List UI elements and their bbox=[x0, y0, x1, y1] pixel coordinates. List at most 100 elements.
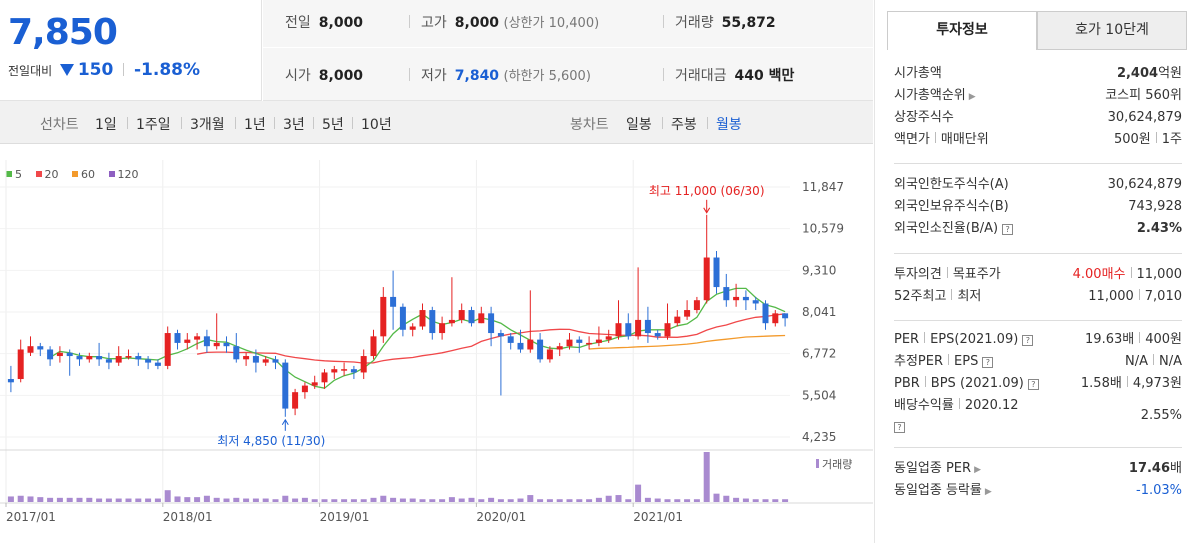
volume-bar bbox=[684, 499, 691, 502]
candle-body bbox=[733, 296, 740, 301]
candle-monthly[interactable]: 월봉 bbox=[716, 117, 742, 133]
volume-bar bbox=[350, 499, 357, 502]
change-value: 150 bbox=[77, 60, 114, 80]
period-1y[interactable]: 1년 bbox=[244, 117, 266, 133]
candle-body bbox=[654, 333, 661, 337]
info-row[interactable]: 동일업종 등락률 ▶ -1.03% bbox=[894, 480, 1182, 502]
chart-area: 7,850 전일대비 150 -1.88% 전일 8,000 고가 8,000 (상… bbox=[0, 0, 873, 524]
help-icon[interactable]: ? bbox=[1002, 224, 1014, 235]
y-tick-label: 8,041 bbox=[802, 305, 836, 319]
info-key-text: 동일업종 등락률 bbox=[894, 483, 982, 498]
candle-body bbox=[429, 310, 436, 334]
volume-bar bbox=[203, 495, 210, 502]
candle-body bbox=[782, 313, 789, 319]
volume-bar bbox=[605, 495, 612, 502]
legend-ma120: 120 bbox=[108, 168, 139, 181]
candle-body bbox=[350, 369, 357, 373]
separator bbox=[1126, 376, 1128, 387]
divider bbox=[894, 320, 1182, 321]
help-icon[interactable]: ? bbox=[982, 357, 994, 368]
stat-label: 저가 bbox=[421, 68, 447, 84]
candle-body bbox=[693, 300, 700, 311]
volume-bar bbox=[145, 498, 152, 502]
candle-body bbox=[664, 323, 671, 337]
candle-body bbox=[507, 336, 514, 343]
candle-body bbox=[86, 356, 93, 360]
candle-body bbox=[448, 319, 455, 324]
info-group-opinion: 투자의견 목표주가 4.00매수 11,000 52주최고 최저 11,000 7,01… bbox=[894, 264, 1182, 308]
info-row[interactable]: 동일업종 PER ▶ 17.46배 bbox=[894, 458, 1182, 480]
candle-weekly[interactable]: 주봉 bbox=[671, 117, 697, 133]
info-value-text: 1주 bbox=[1161, 132, 1182, 147]
candle-body bbox=[321, 372, 328, 383]
candle-body bbox=[625, 323, 632, 337]
candle-body bbox=[586, 342, 593, 345]
period-3m[interactable]: 3개월 bbox=[190, 117, 225, 133]
info-key-text: 투자의견 bbox=[894, 267, 942, 282]
tab-investment-info[interactable]: 투자정보 bbox=[887, 11, 1037, 50]
tab-orderbook[interactable]: 호가 10단계 bbox=[1037, 11, 1187, 50]
divider bbox=[263, 47, 873, 48]
stat-value: 7,840 bbox=[454, 68, 500, 84]
separator bbox=[924, 376, 926, 387]
volume-bar bbox=[76, 497, 83, 502]
candle-body bbox=[615, 323, 622, 337]
period-1w[interactable]: 1주일 bbox=[136, 117, 171, 133]
help-icon[interactable]: ? bbox=[894, 422, 905, 433]
volume-bar bbox=[448, 497, 455, 502]
candle-body bbox=[223, 342, 230, 347]
info-key: 52주최고 최저 bbox=[894, 286, 981, 308]
info-key-text: PER bbox=[894, 332, 920, 347]
candle-body bbox=[76, 356, 83, 360]
candle-body bbox=[164, 333, 171, 366]
period-3y[interactable]: 3년 bbox=[283, 117, 305, 133]
separator bbox=[123, 63, 125, 76]
period-1d[interactable]: 1일 bbox=[95, 117, 117, 133]
info-value-text: 11,000 bbox=[1136, 267, 1183, 282]
candle-body bbox=[27, 346, 34, 353]
volume-bar bbox=[262, 498, 269, 502]
volume-bar bbox=[556, 499, 563, 502]
candle-body bbox=[213, 342, 220, 347]
info-value-unit: 억원 bbox=[1158, 66, 1182, 81]
info-row: 외국인소진율(B/A)? 2.43% bbox=[894, 218, 1182, 240]
stat-open: 시가 8,000 bbox=[285, 65, 363, 85]
info-row: 배당수익률 2020.12 ? 2.55% bbox=[894, 395, 1182, 435]
candle-body bbox=[703, 257, 710, 301]
volume-bar bbox=[86, 497, 93, 502]
volume-bar bbox=[272, 499, 279, 502]
volume-bar bbox=[370, 497, 377, 502]
period-10y[interactable]: 10년 bbox=[361, 117, 392, 133]
period-5y[interactable]: 5년 bbox=[322, 117, 344, 133]
candle-body bbox=[17, 349, 24, 380]
ma60-line bbox=[589, 334, 786, 350]
candle-body bbox=[331, 369, 338, 373]
info-group-industry: 동일업종 PER ▶ 17.46배 동일업종 등락률 ▶ -1.03% bbox=[894, 458, 1182, 502]
info-key-text: 매매단위 bbox=[940, 132, 989, 147]
chevron-right-icon: ▶ bbox=[984, 487, 992, 497]
y-tick-label: 9,310 bbox=[802, 263, 836, 277]
candle-body bbox=[96, 356, 103, 360]
info-row: 추정PER EPS? N/A N/A bbox=[894, 351, 1182, 373]
candle-body bbox=[537, 339, 544, 360]
divider bbox=[894, 253, 1182, 254]
info-value-text: N/A bbox=[1125, 354, 1148, 369]
current-price: 7,850 bbox=[8, 12, 118, 53]
help-icon[interactable]: ? bbox=[1022, 335, 1034, 346]
stat-high: 고가 8,000 (상한가 10,400) bbox=[409, 12, 599, 32]
volume-bar bbox=[174, 496, 181, 502]
volume-bar bbox=[194, 497, 201, 502]
info-row[interactable]: 시가총액순위 ▶ 코스피 560위 bbox=[894, 85, 1182, 107]
stat-value: 8,000 bbox=[454, 15, 500, 31]
info-group-foreign: 외국인한도주식수(A) 30,624,879 외국인보유주식수(B) 743,9… bbox=[894, 174, 1182, 240]
volume-bar bbox=[752, 499, 759, 502]
candle-body bbox=[125, 356, 132, 358]
candle-daily[interactable]: 일봉 bbox=[626, 117, 652, 133]
volume-bar bbox=[586, 499, 593, 502]
candle-body bbox=[713, 257, 720, 288]
help-icon[interactable]: ? bbox=[1027, 379, 1039, 390]
info-value: 500원 1주 bbox=[1114, 129, 1182, 151]
candle-body bbox=[252, 356, 259, 363]
info-key: 외국인한도주식수(A) bbox=[894, 177, 1009, 192]
legend-label: 60 bbox=[81, 168, 95, 181]
